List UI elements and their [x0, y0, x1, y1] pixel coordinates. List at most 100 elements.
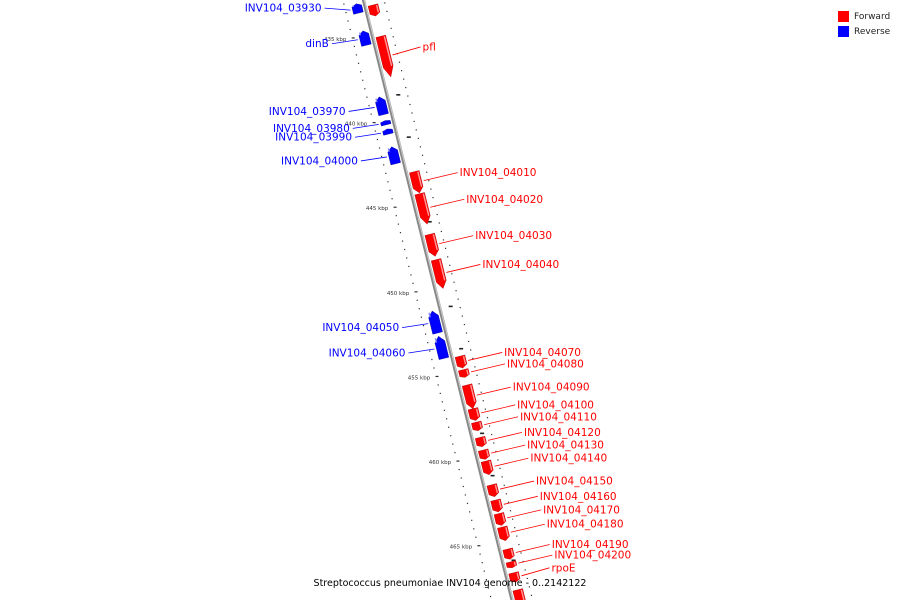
tick-mark — [463, 323, 466, 326]
tick-mark — [343, 3, 345, 5]
tick-mark — [414, 291, 418, 293]
reverse-gene-arrow — [375, 96, 389, 117]
tick-mark — [524, 569, 526, 571]
tick-mark — [397, 223, 399, 225]
tick-mark — [405, 86, 407, 89]
tick-mark — [526, 577, 528, 580]
gene-label: dinB — [305, 38, 328, 50]
tick-mark — [413, 120, 415, 123]
tick-mark — [468, 340, 470, 343]
tick-mark — [431, 358, 433, 361]
gene-label: INV104_04030 — [475, 230, 552, 242]
gene-label: INV104_04180 — [547, 519, 624, 531]
backbone — [361, 0, 514, 600]
tick-mark — [474, 366, 476, 368]
gene-label: INV104_03980 — [273, 123, 350, 135]
tick-mark — [516, 535, 518, 537]
tick-mark — [401, 240, 404, 242]
gene-bevel — [375, 98, 378, 103]
gene-bevel — [494, 484, 499, 494]
gene-label: INV104_04130 — [527, 440, 604, 452]
tick-mark — [470, 349, 472, 351]
tick-mark — [392, 36, 394, 38]
gene-label-leader — [518, 554, 553, 564]
legend: Forward Reverse — [838, 9, 890, 39]
tick-mark — [457, 298, 459, 300]
tick-mark — [507, 501, 510, 503]
tick-mark — [427, 342, 429, 344]
gene-bevel — [466, 369, 469, 375]
tick-mark — [440, 230, 442, 233]
tick-mark — [475, 536, 477, 538]
tick-mark — [353, 45, 355, 48]
legend-reverse-swatch — [838, 26, 849, 37]
tick-mark — [395, 215, 397, 217]
gene-bevel — [387, 148, 390, 153]
tick-mark — [417, 137, 419, 139]
gene-bevel — [516, 572, 520, 580]
tick-mark — [460, 477, 462, 479]
gene-bevel — [438, 259, 446, 281]
tick-mark — [362, 79, 364, 81]
gene-label: INV104_04000 — [281, 155, 358, 167]
tick-mark — [374, 130, 376, 132]
gene-bevel — [501, 513, 506, 522]
tick-dash — [459, 347, 464, 350]
tick-mark — [422, 325, 425, 327]
tick-mark — [450, 435, 452, 437]
gene-label-leader — [507, 509, 542, 519]
tick-dash — [511, 559, 516, 562]
tick-label: 465 kbp — [450, 545, 473, 551]
gene-bevel — [462, 356, 467, 365]
tick-mark — [383, 164, 385, 166]
tick-mark — [482, 400, 484, 402]
gene-label: INV104_04050 — [322, 322, 399, 334]
gene-label: INV104_04020 — [466, 194, 543, 206]
forward-gene-arrow — [461, 383, 477, 410]
gene-bevel — [432, 234, 438, 251]
gene-label: pfl — [423, 41, 436, 53]
legend-forward-swatch — [838, 11, 849, 22]
tick-mark — [528, 586, 530, 588]
tick-mark — [389, 189, 391, 191]
tick-mark — [445, 418, 448, 420]
tick-mark — [459, 307, 461, 309]
gene-bevel — [469, 384, 476, 403]
tick-mark — [465, 332, 468, 334]
tick-label: 435 kbp — [324, 37, 347, 43]
tick-mark — [491, 433, 493, 436]
tick-mark — [419, 146, 422, 148]
tick-mark — [454, 452, 456, 454]
gene-label-leader — [423, 172, 458, 182]
tick-mark — [372, 121, 376, 124]
gene-label: INV104_04040 — [482, 259, 559, 271]
tick-mark — [400, 70, 403, 72]
tick-mark — [407, 95, 409, 97]
tick-mark — [394, 44, 396, 46]
gene-label: INV104_04080 — [507, 358, 584, 370]
tick-mark — [426, 171, 428, 173]
tick-mark — [453, 281, 455, 283]
tick-mark — [421, 154, 424, 156]
gene-bevel — [479, 422, 482, 428]
reverse-gene-arrow — [434, 336, 450, 360]
tick-mark — [386, 10, 388, 13]
gene-label: INV104_04110 — [520, 411, 597, 423]
tick-dash — [448, 305, 453, 308]
gene-label-leader — [494, 457, 529, 467]
tick-mark — [448, 426, 450, 428]
tick-mark — [385, 172, 387, 174]
gene-label: INV104_04120 — [524, 427, 601, 439]
tick-mark — [368, 105, 370, 107]
tick-mark — [512, 518, 514, 520]
gene-label-leader — [521, 567, 550, 577]
tick-mark — [393, 206, 397, 208]
tick-mark — [366, 96, 368, 98]
gene-label-leader — [392, 46, 421, 56]
gene-bevel — [375, 4, 380, 13]
legend-reverse: Reverse — [838, 24, 890, 39]
tick-mark — [436, 213, 438, 216]
gene-bevel — [383, 36, 393, 67]
tick-mark — [403, 78, 405, 80]
